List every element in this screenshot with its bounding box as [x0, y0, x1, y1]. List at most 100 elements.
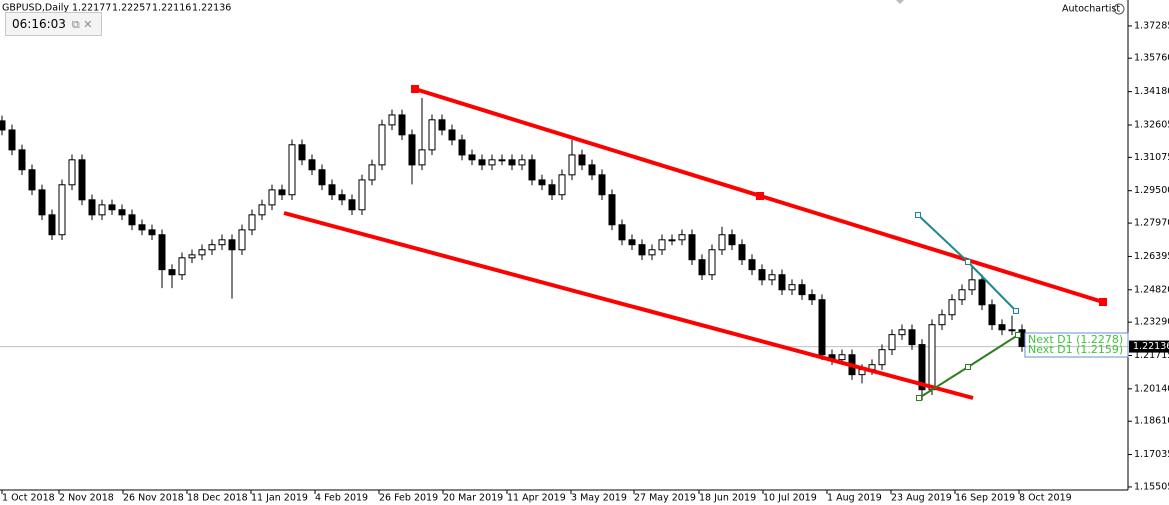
x-tick-label: 18 Jun 2019 [699, 493, 756, 504]
clock-time: 06:16:03 [12, 17, 66, 31]
candle-body [278, 189, 286, 196]
channel-lower [283, 211, 974, 400]
candle-body [968, 279, 976, 291]
candle-body [188, 254, 196, 259]
chart-title: GBPUSD,Daily [2, 3, 69, 14]
candle-body [478, 159, 486, 166]
forecast-label: Next D1 (1.2159) [1028, 343, 1123, 356]
candle-body [8, 129, 16, 151]
candle-body [368, 164, 376, 181]
x-tick-label: 1 Aug 2019 [827, 493, 882, 504]
candle-body [248, 214, 256, 231]
channel-handle [1099, 298, 1107, 306]
scroll-marker [896, 0, 904, 4]
candle-body [308, 159, 316, 171]
candle-body [418, 149, 426, 166]
x-tick-label: 20 Mar 2019 [443, 493, 503, 504]
clock-buttons[interactable]: ⧉ ✕ [71, 18, 93, 31]
candle-body [98, 204, 106, 216]
candle-body [58, 184, 66, 236]
candle-body [698, 259, 706, 276]
x-tick-label: 3 May 2019 [571, 493, 627, 504]
x-tick-label: 26 Feb 2019 [379, 493, 438, 504]
candle-body [48, 214, 56, 236]
candle-body [978, 279, 986, 306]
candle-body [718, 234, 726, 251]
candle-body [838, 354, 846, 361]
x-tick-label: 4 Feb 2019 [315, 493, 368, 504]
candle-body [708, 249, 716, 276]
triangle-pattern [915, 212, 1021, 401]
candle-body [468, 154, 476, 161]
candle-body [768, 274, 776, 281]
provider: Autochartist [1062, 4, 1120, 15]
candle-body [138, 224, 146, 231]
candle-body [888, 334, 896, 351]
candle-body [898, 329, 906, 336]
candle-body [0, 120, 6, 131]
candle-body [798, 284, 806, 296]
quote: 1.22177 [72, 3, 111, 14]
candle-body [628, 239, 636, 246]
candle-body [288, 144, 296, 196]
y-tick-label: 1.18610 [1134, 416, 1169, 427]
x-tick-label: 26 Nov 2018 [123, 493, 184, 504]
candle-body [118, 209, 126, 216]
candle-body [778, 274, 786, 291]
candle-body [458, 139, 466, 156]
x-tick-label: 2 Nov 2018 [59, 493, 114, 504]
candle-body [638, 244, 646, 256]
candle-body [338, 194, 346, 201]
candle-body [1008, 329, 1016, 332]
channel-handle [756, 192, 764, 200]
candle-body [28, 169, 36, 191]
x-tick-label: 11 Jan 2019 [251, 493, 308, 504]
candle-body [938, 314, 946, 326]
candle-body [738, 244, 746, 261]
candle-body [688, 234, 696, 261]
candle-body [38, 189, 46, 216]
x-tick-label: 27 May 2019 [634, 493, 696, 504]
candle-body [998, 324, 1006, 331]
candle-body [668, 239, 676, 242]
candle-body [268, 189, 276, 206]
candle-body [928, 324, 936, 391]
candle-body [88, 199, 96, 216]
candle-body [218, 239, 226, 246]
candle-body [168, 269, 176, 276]
candle-body [818, 299, 826, 356]
candle-body [388, 114, 396, 126]
candle-body [548, 184, 556, 196]
candle-body [948, 299, 956, 316]
candle-body [528, 159, 536, 181]
forecast-labels: Next D1 (1.2278) Next D1 (1.2159) [1024, 332, 1129, 358]
candle-body [318, 169, 326, 186]
candle-body [438, 119, 446, 131]
provider-icon[interactable] [1113, 3, 1125, 15]
candle-body [918, 344, 926, 391]
y-tick-label: 1.27970 [1134, 218, 1169, 229]
pattern-handle [1015, 332, 1021, 338]
y-tick-label: 1.29500 [1134, 185, 1169, 196]
candle-body [878, 349, 886, 366]
candle-body [678, 234, 686, 241]
pattern-handle [915, 212, 921, 218]
candle-body [488, 159, 496, 166]
forecast-box [1024, 332, 1129, 358]
channel [283, 85, 1107, 400]
candle-body [448, 129, 456, 141]
candle-body [728, 234, 736, 246]
candle-body [538, 179, 546, 186]
candle-body [808, 294, 816, 301]
candle-body [108, 204, 116, 211]
candle-body [68, 159, 76, 186]
x-tick-label: 23 Aug 2019 [891, 493, 952, 504]
candle-body [198, 249, 206, 256]
candle-body [208, 244, 216, 251]
y-tick-label: 1.31075 [1134, 152, 1169, 163]
candle-body [648, 249, 656, 256]
y-tick-label: 1.23290 [1134, 317, 1169, 328]
candle-body [608, 194, 616, 226]
